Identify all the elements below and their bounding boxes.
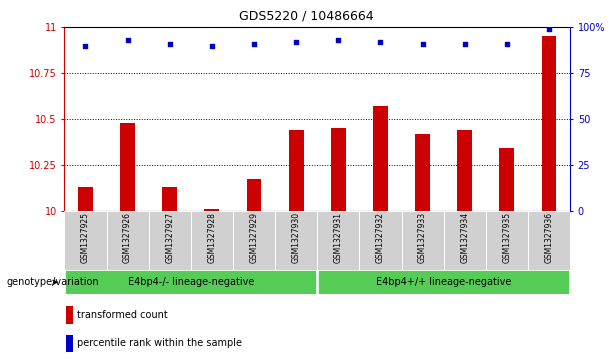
Text: GSM1327935: GSM1327935 bbox=[503, 212, 511, 264]
Bar bbox=[359, 211, 402, 270]
Bar bbox=[78, 187, 93, 211]
Bar bbox=[289, 130, 303, 211]
Bar bbox=[107, 211, 148, 270]
Text: GSM1327936: GSM1327936 bbox=[544, 212, 554, 264]
Text: GDS5220 / 10486664: GDS5220 / 10486664 bbox=[239, 9, 374, 22]
Text: GSM1327929: GSM1327929 bbox=[249, 212, 259, 263]
Point bbox=[291, 39, 301, 45]
Point bbox=[165, 41, 175, 46]
Point bbox=[417, 41, 427, 46]
Point bbox=[207, 42, 217, 48]
Text: GSM1327931: GSM1327931 bbox=[334, 212, 343, 263]
Text: GSM1327926: GSM1327926 bbox=[123, 212, 132, 263]
Point bbox=[333, 37, 343, 43]
Bar bbox=[148, 211, 191, 270]
Point bbox=[502, 41, 512, 46]
Text: E4bp4+/+ lineage-negative: E4bp4+/+ lineage-negative bbox=[376, 277, 511, 287]
Point bbox=[544, 26, 554, 32]
Bar bbox=[415, 134, 430, 211]
Bar bbox=[331, 128, 346, 211]
Bar bbox=[528, 211, 570, 270]
Bar bbox=[65, 270, 316, 294]
Bar bbox=[318, 211, 359, 270]
Bar bbox=[318, 270, 569, 294]
Bar bbox=[275, 211, 318, 270]
Bar bbox=[233, 211, 275, 270]
Bar bbox=[205, 209, 219, 211]
Bar bbox=[64, 211, 107, 270]
Bar bbox=[120, 123, 135, 211]
Bar bbox=[500, 148, 514, 211]
Point bbox=[249, 41, 259, 46]
Point bbox=[460, 41, 470, 46]
Bar bbox=[485, 211, 528, 270]
Text: GSM1327927: GSM1327927 bbox=[166, 212, 174, 263]
Text: GSM1327933: GSM1327933 bbox=[418, 212, 427, 264]
Bar bbox=[246, 179, 261, 211]
Bar bbox=[444, 211, 485, 270]
Text: GSM1327930: GSM1327930 bbox=[292, 212, 300, 264]
Bar bbox=[66, 335, 74, 352]
Point bbox=[123, 37, 132, 43]
Text: GSM1327928: GSM1327928 bbox=[207, 212, 216, 263]
Bar bbox=[402, 211, 444, 270]
Bar bbox=[373, 106, 388, 211]
Text: transformed count: transformed count bbox=[77, 310, 168, 320]
Bar bbox=[191, 211, 233, 270]
Point bbox=[376, 39, 386, 45]
Bar bbox=[542, 36, 557, 211]
Bar bbox=[66, 306, 74, 323]
Text: percentile rank within the sample: percentile rank within the sample bbox=[77, 338, 242, 348]
Text: E4bp4-/- lineage-negative: E4bp4-/- lineage-negative bbox=[128, 277, 254, 287]
Text: genotype/variation: genotype/variation bbox=[6, 277, 99, 287]
Point bbox=[80, 42, 90, 48]
Bar bbox=[162, 187, 177, 211]
Bar bbox=[457, 130, 472, 211]
Text: GSM1327925: GSM1327925 bbox=[81, 212, 90, 263]
Text: GSM1327934: GSM1327934 bbox=[460, 212, 469, 264]
Text: GSM1327932: GSM1327932 bbox=[376, 212, 385, 263]
